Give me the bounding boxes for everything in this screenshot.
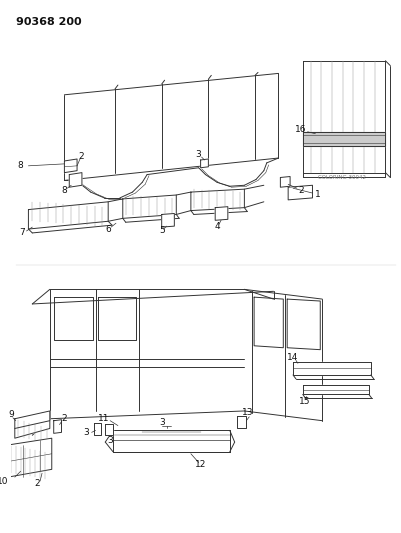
Text: 3: 3 xyxy=(159,418,164,427)
Text: 10: 10 xyxy=(0,477,9,486)
Polygon shape xyxy=(288,185,312,200)
Text: 7: 7 xyxy=(19,229,24,237)
Polygon shape xyxy=(8,438,52,477)
Text: 2: 2 xyxy=(34,479,40,488)
Polygon shape xyxy=(293,362,371,375)
Text: 8: 8 xyxy=(61,185,67,195)
Text: 15: 15 xyxy=(299,397,310,406)
Text: 3: 3 xyxy=(195,150,200,159)
Polygon shape xyxy=(280,176,290,187)
Polygon shape xyxy=(93,423,101,435)
Polygon shape xyxy=(28,202,108,229)
Polygon shape xyxy=(65,159,77,173)
Text: COLORING 30042: COLORING 30042 xyxy=(318,175,366,180)
Polygon shape xyxy=(303,385,369,394)
Polygon shape xyxy=(191,189,244,211)
Text: 3: 3 xyxy=(107,435,113,445)
Polygon shape xyxy=(15,411,50,438)
Text: 5: 5 xyxy=(159,227,164,236)
Polygon shape xyxy=(105,424,113,435)
Text: 2: 2 xyxy=(298,185,304,195)
Polygon shape xyxy=(215,207,228,220)
Polygon shape xyxy=(69,173,82,187)
Text: 90368 200: 90368 200 xyxy=(16,17,81,27)
Polygon shape xyxy=(303,132,385,147)
Text: 16: 16 xyxy=(295,125,306,134)
Polygon shape xyxy=(54,419,61,433)
Text: 13: 13 xyxy=(241,408,253,417)
Text: 1: 1 xyxy=(314,190,320,199)
Text: 9: 9 xyxy=(8,410,14,419)
Polygon shape xyxy=(123,195,176,219)
Text: 8: 8 xyxy=(18,161,24,171)
Text: 4: 4 xyxy=(214,222,220,231)
Text: 12: 12 xyxy=(195,460,206,469)
Polygon shape xyxy=(113,431,230,452)
Text: 6: 6 xyxy=(105,224,111,233)
Polygon shape xyxy=(237,416,246,429)
Text: 3: 3 xyxy=(83,428,89,437)
Text: 2: 2 xyxy=(78,151,84,160)
Polygon shape xyxy=(162,214,174,227)
Polygon shape xyxy=(200,159,209,168)
Text: 14: 14 xyxy=(288,353,299,362)
Text: 2: 2 xyxy=(62,414,67,423)
Text: 11: 11 xyxy=(97,414,109,423)
